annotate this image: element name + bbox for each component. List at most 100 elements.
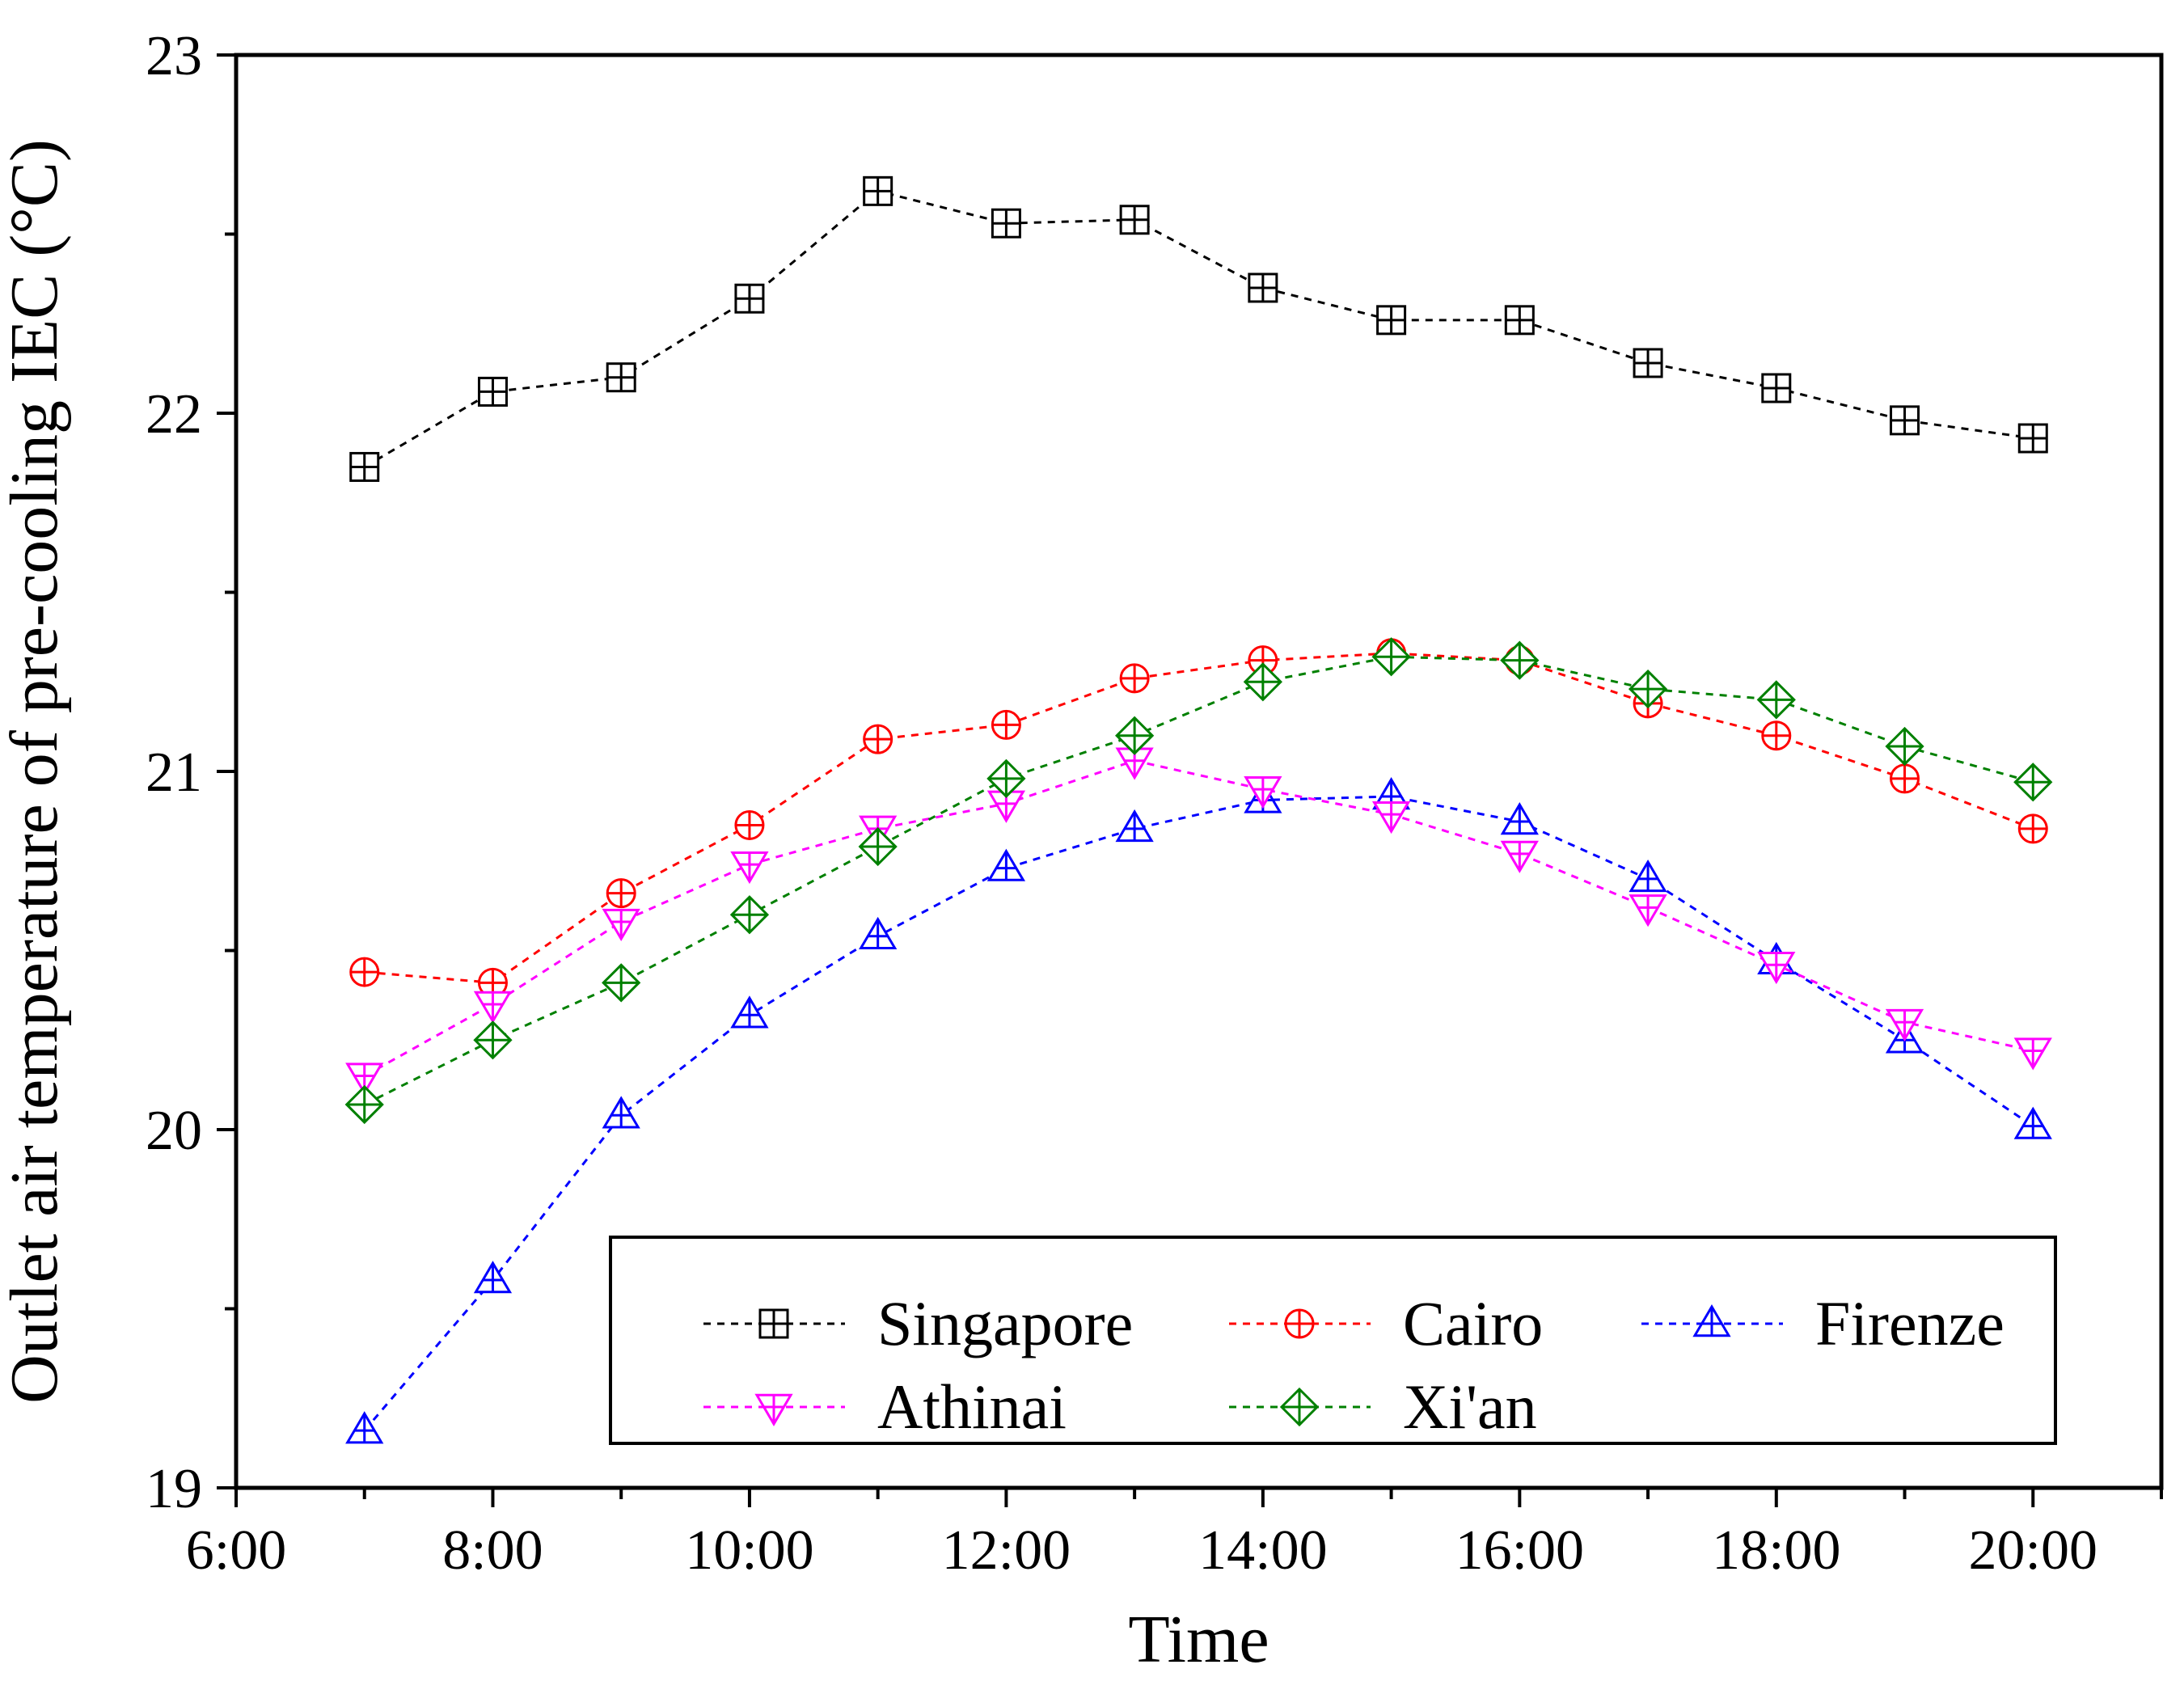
series-line-xi-an [364, 655, 2034, 1106]
legend-label: Cairo [1403, 1288, 1543, 1358]
data-point-xi-an [1628, 669, 1668, 709]
data-point-athinai [730, 851, 769, 885]
legend-item-firenze: Firenze [1641, 1288, 2004, 1358]
data-point-xi-an [473, 1020, 513, 1060]
legend-marker [1279, 1387, 1320, 1427]
data-point-cairo [734, 809, 765, 840]
series-firenze [345, 777, 2052, 1444]
data-point-xi-an [1885, 726, 1924, 767]
legend-box [609, 1236, 2057, 1445]
data-point-firenze [1115, 809, 1154, 843]
data-point-firenze [1500, 802, 1539, 835]
legend-label: Firenze [1815, 1288, 2004, 1358]
legend-item-xi-an: Xi'an [1229, 1371, 1537, 1442]
series-line-singapore [363, 189, 2034, 468]
data-point-singapore [477, 376, 508, 407]
series-singapore [349, 175, 2048, 482]
data-point-athinai [1371, 801, 1411, 834]
legend-marker [1692, 1304, 1731, 1337]
data-point-singapore [863, 175, 893, 206]
data-point-xi-an [986, 758, 1026, 798]
data-point-athinai [1885, 1008, 1924, 1042]
data-point-cairo [863, 724, 893, 754]
y-tick-label: 20 [146, 1100, 202, 1162]
series-xi-an [344, 637, 2053, 1125]
data-point-singapore [606, 362, 636, 393]
data-point-xi-an [1243, 662, 1282, 702]
y-tick-label: 21 [146, 741, 202, 804]
data-point-athinai [1500, 840, 1539, 873]
data-point-singapore [1119, 205, 1150, 235]
data-point-athinai [473, 991, 513, 1024]
legend-marker [758, 1308, 789, 1339]
data-point-xi-an [1500, 640, 1540, 680]
data-point-singapore [1248, 273, 1278, 303]
series-layer [344, 175, 2053, 1444]
data-point-singapore [1761, 373, 1792, 403]
data-point-firenze [859, 916, 898, 949]
data-point-singapore [734, 283, 765, 314]
x-tick-label: 18:00 [1712, 1519, 1840, 1582]
series-cairo [349, 638, 2048, 998]
data-point-firenze [730, 995, 769, 1029]
legend-item-athinai: Athinai [703, 1371, 1067, 1442]
data-point-firenze [345, 1411, 384, 1444]
data-point-singapore [1633, 348, 1663, 378]
y-tick-label: 19 [146, 1458, 202, 1520]
x-tick-label: 16:00 [1455, 1519, 1584, 1582]
data-point-xi-an [2013, 763, 2053, 802]
data-point-cairo [1761, 720, 1792, 751]
y-tick-label: 23 [146, 25, 202, 87]
y-axis-title: Outlet air temperature of pre-cooling IE… [0, 139, 72, 1404]
data-point-xi-an [1756, 680, 1796, 720]
legend-marker [1284, 1308, 1315, 1339]
data-point-xi-an [858, 826, 898, 867]
data-point-singapore [991, 208, 1021, 239]
data-point-firenze [602, 1096, 640, 1129]
legend-label: Xi'an [1403, 1371, 1537, 1442]
data-point-xi-an [1115, 716, 1155, 755]
x-axis-title: Time [1128, 1602, 1269, 1677]
x-tick-label: 20:00 [1969, 1519, 2097, 1582]
data-point-cairo [1119, 663, 1150, 694]
data-point-cairo [991, 709, 1021, 740]
series-line-firenze [363, 795, 2034, 1432]
legend-label: Singapore [877, 1288, 1133, 1358]
x-tick-label: 10:00 [685, 1519, 813, 1582]
legend-label: Athinai [877, 1371, 1067, 1442]
data-point-firenze [473, 1261, 513, 1294]
data-point-firenze [2013, 1106, 2052, 1139]
data-point-xi-an [1371, 637, 1411, 677]
data-point-singapore [1890, 405, 1920, 436]
legend-marker [754, 1393, 793, 1426]
data-point-athinai [1244, 775, 1282, 809]
data-point-athinai [1628, 894, 1667, 927]
data-point-athinai [1757, 952, 1796, 985]
data-point-athinai [2013, 1037, 2052, 1071]
series-athinai [345, 747, 2052, 1096]
data-point-singapore [1504, 305, 1535, 336]
x-tick-label: 6:00 [186, 1519, 286, 1582]
axes: 6:00 8:00 10:00 12:00 14:00 16:00 18:00 20:00 19… [0, 25, 2164, 1677]
data-point-firenze [1628, 859, 1667, 893]
data-point-singapore [1376, 305, 1407, 336]
data-point-athinai [602, 908, 640, 942]
data-point-xi-an [602, 963, 641, 1003]
x-tick-label: 12:00 [942, 1519, 1071, 1582]
data-point-xi-an [344, 1084, 384, 1125]
data-point-cairo [349, 957, 380, 987]
x-tick-label: 14:00 [1198, 1519, 1327, 1582]
data-point-xi-an [729, 895, 770, 935]
data-point-cairo [606, 878, 636, 909]
data-point-cairo [1890, 763, 1920, 794]
legend-item-singapore: Singapore [703, 1288, 1133, 1358]
data-point-singapore [349, 451, 380, 482]
x-tick-label: 8:00 [442, 1519, 543, 1582]
y-tick-label: 22 [146, 383, 202, 446]
legend: Singapore Cairo Firenze Athinai Xi'an [609, 1236, 2057, 1445]
data-point-cairo [2017, 813, 2048, 844]
series-line-cairo [364, 652, 2034, 984]
series-line-athinai [364, 759, 2034, 1077]
